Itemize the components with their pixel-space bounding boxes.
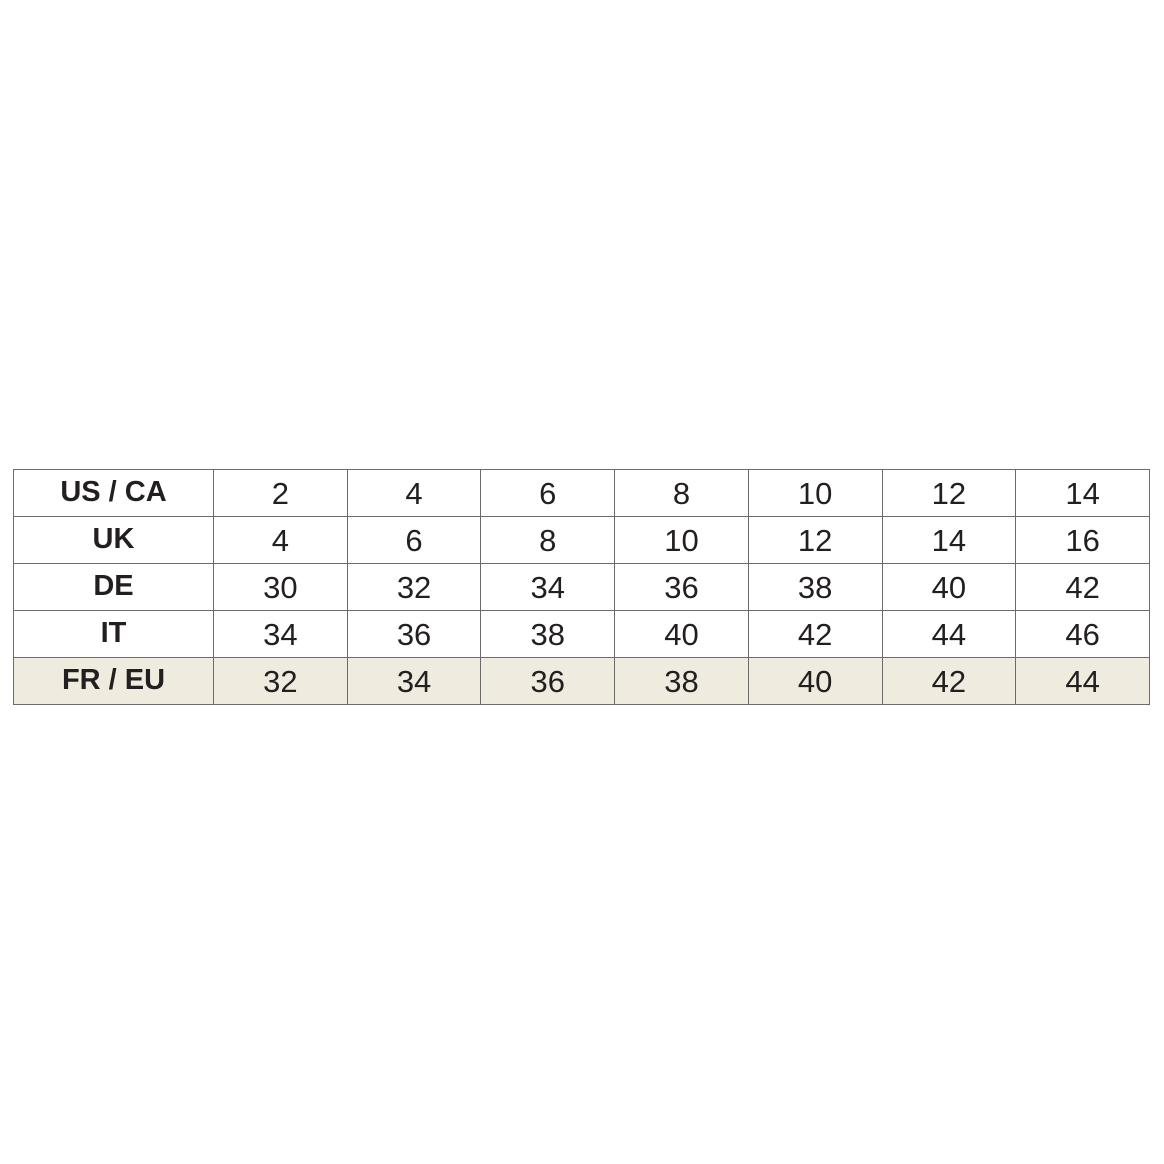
size-cell: 14 bbox=[881, 516, 1017, 564]
size-cell: 32 bbox=[213, 657, 348, 705]
size-cell: 10 bbox=[614, 516, 749, 564]
size-cell: 6 bbox=[346, 516, 482, 564]
size-cell: 4 bbox=[346, 469, 482, 517]
size-cell: 8 bbox=[614, 469, 749, 517]
size-cell: 36 bbox=[346, 610, 482, 658]
size-cell: 40 bbox=[614, 610, 749, 658]
size-cell: 2 bbox=[213, 469, 348, 517]
size-cell: 42 bbox=[881, 657, 1017, 705]
size-cell: 46 bbox=[1015, 610, 1150, 658]
size-cell: 10 bbox=[747, 469, 883, 517]
size-cell: 34 bbox=[480, 563, 616, 611]
row-label: IT bbox=[13, 610, 214, 658]
size-cell: 12 bbox=[747, 516, 883, 564]
size-cell: 8 bbox=[480, 516, 616, 564]
size-cell: 44 bbox=[1015, 657, 1150, 705]
size-cell: 36 bbox=[614, 563, 749, 611]
size-cell: 40 bbox=[747, 657, 883, 705]
size-cell: 42 bbox=[1015, 563, 1150, 611]
size-cell: 44 bbox=[881, 610, 1017, 658]
table-row: UK 4 6 8 10 12 14 16 bbox=[13, 516, 1150, 564]
size-cell: 14 bbox=[1015, 469, 1150, 517]
row-label: FR / EU bbox=[13, 657, 214, 705]
row-label: DE bbox=[13, 563, 214, 611]
size-cell: 4 bbox=[213, 516, 348, 564]
size-cell: 16 bbox=[1015, 516, 1150, 564]
table-row: US / CA 2 4 6 8 10 12 14 bbox=[13, 469, 1150, 517]
size-cell: 42 bbox=[747, 610, 883, 658]
size-cell: 12 bbox=[881, 469, 1017, 517]
table-row: IT 34 36 38 40 42 44 46 bbox=[13, 610, 1150, 658]
row-label: US / CA bbox=[13, 469, 214, 517]
size-cell: 32 bbox=[346, 563, 482, 611]
size-cell: 38 bbox=[747, 563, 883, 611]
size-cell: 36 bbox=[480, 657, 616, 705]
size-table: US / CA 2 4 6 8 10 12 14 UK 4 6 8 10 12 14 16 DE 30 32 34 36… bbox=[13, 469, 1150, 705]
size-cell: 34 bbox=[213, 610, 348, 658]
size-cell: 6 bbox=[480, 469, 616, 517]
size-cell: 38 bbox=[614, 657, 749, 705]
row-label: UK bbox=[13, 516, 214, 564]
table-row: DE 30 32 34 36 38 40 42 bbox=[13, 563, 1150, 611]
size-cell: 34 bbox=[346, 657, 482, 705]
size-cell: 40 bbox=[881, 563, 1017, 611]
size-cell: 30 bbox=[213, 563, 348, 611]
table-row: FR / EU 32 34 36 38 40 42 44 bbox=[13, 657, 1150, 705]
size-cell: 38 bbox=[480, 610, 616, 658]
table-body: US / CA 2 4 6 8 10 12 14 UK 4 6 8 10 12 14 16 DE 30 32 34 36… bbox=[13, 469, 1150, 705]
